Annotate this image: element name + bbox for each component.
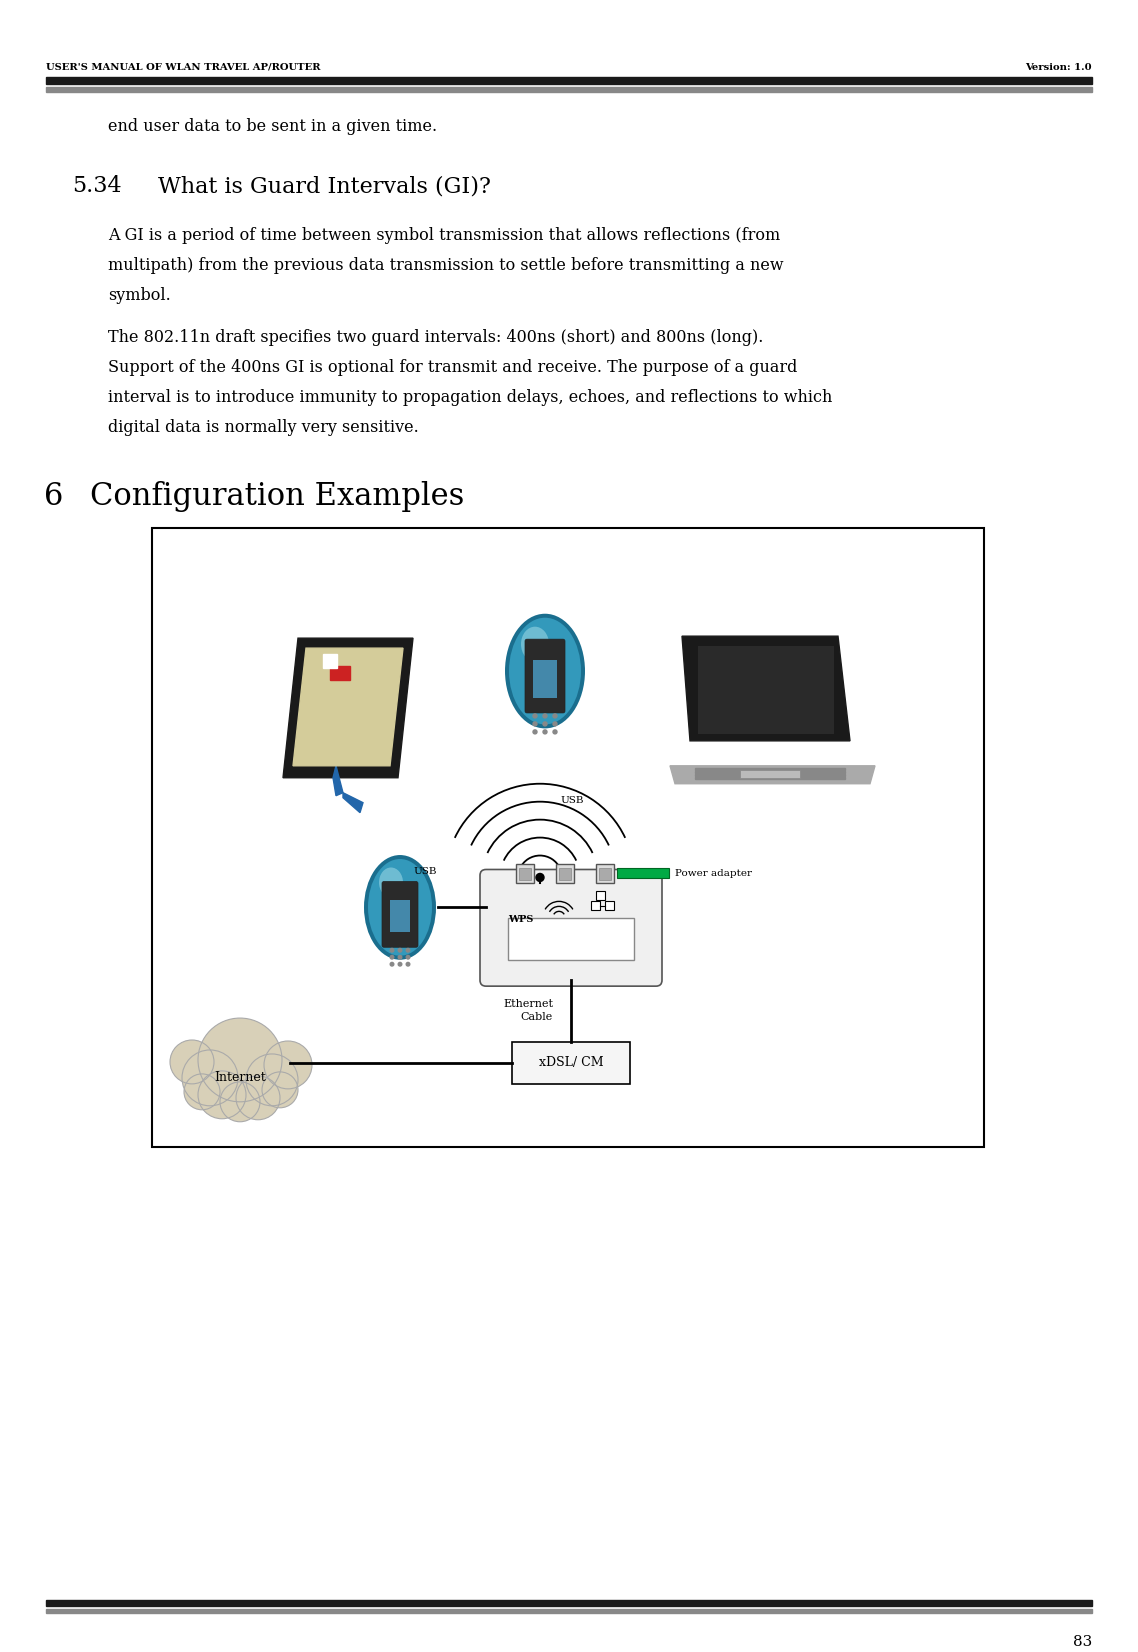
Bar xyxy=(46,88,1092,93)
Bar xyxy=(330,666,351,681)
Circle shape xyxy=(533,714,537,719)
Circle shape xyxy=(406,955,410,960)
Circle shape xyxy=(220,1082,259,1122)
FancyBboxPatch shape xyxy=(382,882,418,947)
Text: USB: USB xyxy=(413,867,437,877)
Text: Support of the 400ns GI is optional for transmit and receive. The purpose of a g: Support of the 400ns GI is optional for … xyxy=(108,358,798,377)
Bar xyxy=(508,919,634,960)
Ellipse shape xyxy=(368,859,432,957)
Ellipse shape xyxy=(505,615,585,729)
Circle shape xyxy=(198,1070,246,1118)
Circle shape xyxy=(390,955,394,960)
Bar xyxy=(516,864,534,884)
Text: Power adapter: Power adapter xyxy=(675,869,752,877)
Bar xyxy=(556,864,574,884)
Text: interval is to introduce immunity to propagation delays, echoes, and reflections: interval is to introduce immunity to pro… xyxy=(108,388,832,406)
Text: USB: USB xyxy=(560,796,584,805)
Bar xyxy=(390,900,410,932)
Circle shape xyxy=(553,722,556,725)
Text: Ethernet
Cable: Ethernet Cable xyxy=(503,999,553,1021)
Polygon shape xyxy=(292,648,403,767)
Bar xyxy=(591,902,600,910)
Ellipse shape xyxy=(379,867,403,897)
Text: xDSL/ CM: xDSL/ CM xyxy=(538,1056,603,1069)
Bar xyxy=(46,76,1092,84)
Text: What is Guard Intervals (GI)?: What is Guard Intervals (GI)? xyxy=(158,175,490,198)
Polygon shape xyxy=(343,793,363,813)
Text: Internet: Internet xyxy=(214,1072,266,1084)
Circle shape xyxy=(246,1054,298,1105)
Circle shape xyxy=(536,874,544,882)
Bar xyxy=(46,1601,1092,1606)
Circle shape xyxy=(264,1041,312,1089)
Polygon shape xyxy=(682,636,850,740)
FancyBboxPatch shape xyxy=(480,869,662,986)
Circle shape xyxy=(390,948,394,952)
Bar xyxy=(46,1609,1092,1614)
Bar xyxy=(698,646,834,733)
Text: end user data to be sent in a given time.: end user data to be sent in a given time… xyxy=(108,117,437,135)
Bar xyxy=(152,529,984,1146)
Text: digital data is normally very sensitive.: digital data is normally very sensitive. xyxy=(108,420,419,436)
Circle shape xyxy=(184,1074,220,1110)
Circle shape xyxy=(533,730,537,733)
Circle shape xyxy=(553,714,556,719)
Text: 6: 6 xyxy=(44,481,64,512)
Circle shape xyxy=(406,948,410,952)
Circle shape xyxy=(182,1051,238,1105)
Bar xyxy=(740,770,800,778)
Bar xyxy=(596,864,615,884)
Bar xyxy=(559,869,571,881)
Text: multipath) from the previous data transmission to settle before transmitting a n: multipath) from the previous data transm… xyxy=(108,258,784,274)
Text: The 802.11n draft specifies two guard intervals: 400ns (short) and 800ns (long).: The 802.11n draft specifies two guard in… xyxy=(108,329,764,345)
Circle shape xyxy=(262,1072,298,1108)
Bar xyxy=(617,869,669,879)
Circle shape xyxy=(543,714,547,719)
Circle shape xyxy=(543,730,547,733)
Polygon shape xyxy=(333,767,343,796)
Bar xyxy=(323,654,337,667)
Ellipse shape xyxy=(364,856,436,960)
Circle shape xyxy=(406,963,410,966)
Text: 5.34: 5.34 xyxy=(72,175,122,198)
Circle shape xyxy=(390,963,394,966)
Bar xyxy=(512,1042,630,1084)
FancyBboxPatch shape xyxy=(525,639,564,714)
Bar xyxy=(533,661,556,699)
Circle shape xyxy=(198,1018,282,1102)
Polygon shape xyxy=(670,767,875,783)
Bar xyxy=(599,869,611,881)
Text: 83: 83 xyxy=(1073,1635,1092,1649)
Circle shape xyxy=(398,948,402,952)
Text: A GI is a period of time between symbol transmission that allows reflections (fr: A GI is a period of time between symbol … xyxy=(108,228,781,244)
Circle shape xyxy=(553,730,556,733)
Ellipse shape xyxy=(521,626,549,661)
Text: USER'S MANUAL OF WLAN TRAVEL AP/ROUTER: USER'S MANUAL OF WLAN TRAVEL AP/ROUTER xyxy=(46,63,321,71)
Bar xyxy=(596,892,605,900)
Bar xyxy=(605,902,615,910)
Circle shape xyxy=(543,722,547,725)
Text: WPS: WPS xyxy=(508,915,534,925)
Bar xyxy=(519,869,531,881)
Circle shape xyxy=(533,722,537,725)
Text: symbol.: symbol. xyxy=(108,287,171,304)
Ellipse shape xyxy=(509,618,582,725)
Polygon shape xyxy=(283,638,413,778)
Circle shape xyxy=(236,1075,280,1120)
Text: Version: 1.0: Version: 1.0 xyxy=(1025,63,1092,71)
Circle shape xyxy=(170,1041,214,1084)
Text: Configuration Examples: Configuration Examples xyxy=(90,481,464,512)
Circle shape xyxy=(398,955,402,960)
Circle shape xyxy=(398,963,402,966)
